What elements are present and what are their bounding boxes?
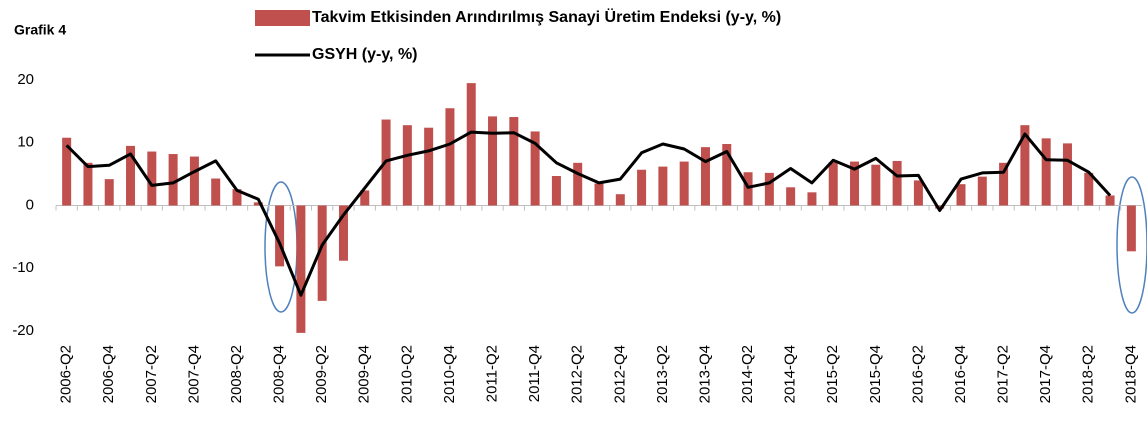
x-tick-label: 2011-Q2 bbox=[483, 345, 500, 402]
bar bbox=[338, 205, 348, 261]
legend-label: GSYH (y-y, %) bbox=[312, 46, 418, 63]
bar bbox=[83, 162, 93, 206]
bar bbox=[1062, 143, 1072, 206]
bar bbox=[679, 161, 689, 206]
bar bbox=[828, 162, 838, 206]
bar bbox=[360, 190, 370, 206]
line bbox=[65, 130, 1112, 297]
bar bbox=[807, 192, 817, 206]
y-tick-label: -20 bbox=[12, 322, 34, 339]
x-tick-label: 2018-Q2 bbox=[1080, 345, 1097, 403]
bar bbox=[317, 205, 327, 301]
x-tick-label: 2015-Q4 bbox=[867, 345, 884, 403]
bar bbox=[275, 205, 285, 267]
bar bbox=[1105, 195, 1115, 206]
bar bbox=[509, 117, 519, 206]
x-tick-label: 2008-Q2 bbox=[228, 345, 245, 403]
bar bbox=[211, 178, 221, 206]
bar bbox=[722, 144, 732, 206]
x-tick-label: 2008-Q4 bbox=[271, 345, 288, 403]
bar bbox=[551, 176, 561, 206]
x-tick-label: 2016-Q4 bbox=[952, 345, 969, 403]
bar bbox=[700, 147, 710, 206]
x-tick-label: 2017-Q4 bbox=[1037, 345, 1054, 403]
bar bbox=[402, 125, 412, 206]
bar bbox=[168, 154, 178, 206]
bar bbox=[956, 184, 966, 206]
bar bbox=[1041, 138, 1051, 206]
bar bbox=[977, 176, 987, 206]
bar bbox=[594, 183, 604, 206]
x-tick-label: 2012-Q2 bbox=[569, 345, 586, 403]
bar bbox=[913, 180, 923, 206]
x-tick-label: 2010-Q2 bbox=[398, 345, 415, 403]
y-tick-label: 10 bbox=[17, 134, 34, 151]
bar bbox=[999, 162, 1009, 206]
chart-title: Grafik 4 bbox=[14, 22, 66, 38]
legend-swatch bbox=[255, 10, 310, 26]
bar bbox=[764, 172, 774, 206]
bar bbox=[445, 108, 455, 206]
bar bbox=[466, 83, 476, 206]
x-tick-label: 2018-Q4 bbox=[1122, 345, 1139, 403]
x-tick-label: 2006-Q4 bbox=[100, 345, 117, 403]
x-tick-label: 2015-Q2 bbox=[824, 345, 841, 403]
bar bbox=[189, 156, 199, 206]
bar bbox=[743, 172, 753, 206]
bar bbox=[935, 205, 945, 209]
bar bbox=[573, 162, 583, 206]
bar bbox=[871, 164, 881, 206]
x-tick-label: 2009-Q2 bbox=[313, 345, 330, 403]
bar bbox=[253, 202, 263, 206]
bar bbox=[850, 161, 860, 206]
bar bbox=[488, 116, 498, 206]
x-tick-label: 2014-Q2 bbox=[739, 345, 756, 403]
x-tick-label: 2012-Q4 bbox=[611, 345, 628, 403]
y-tick-label: 0 bbox=[26, 196, 34, 213]
x-tick-label: 2006-Q2 bbox=[58, 345, 75, 403]
x-tick-label: 2017-Q2 bbox=[995, 345, 1012, 403]
bar bbox=[615, 194, 625, 206]
x-tick-label: 2011-Q4 bbox=[526, 345, 543, 402]
x-tick-label: 2013-Q4 bbox=[696, 345, 713, 403]
bar bbox=[1126, 205, 1136, 252]
bar bbox=[658, 166, 668, 206]
bar bbox=[147, 151, 157, 206]
bar bbox=[1020, 125, 1030, 206]
x-tick-label: 2014-Q4 bbox=[782, 345, 799, 403]
y-tick-label: 20 bbox=[17, 71, 34, 88]
x-tick-label: 2007-Q2 bbox=[143, 345, 160, 403]
bar bbox=[424, 127, 434, 206]
bar bbox=[637, 169, 647, 206]
bar bbox=[786, 187, 796, 206]
bar bbox=[232, 189, 242, 206]
legend-label: Takvim Etkisinden Arındırılmış Sanayi Ür… bbox=[312, 7, 781, 26]
bar bbox=[1084, 172, 1094, 206]
x-tick-label: 2010-Q4 bbox=[441, 345, 458, 403]
x-tick-label: 2013-Q2 bbox=[654, 345, 671, 403]
x-tick-label: 2016-Q2 bbox=[909, 345, 926, 403]
bar bbox=[126, 145, 136, 206]
y-tick-label: -10 bbox=[12, 259, 34, 276]
bar bbox=[104, 179, 114, 206]
x-tick-label: 2007-Q4 bbox=[185, 345, 202, 403]
highlight-ellipse bbox=[1116, 176, 1147, 314]
bar bbox=[296, 205, 306, 333]
bar bbox=[62, 137, 72, 206]
x-tick-label: 2009-Q4 bbox=[356, 345, 373, 403]
bar bbox=[892, 160, 902, 206]
bar bbox=[530, 131, 540, 206]
